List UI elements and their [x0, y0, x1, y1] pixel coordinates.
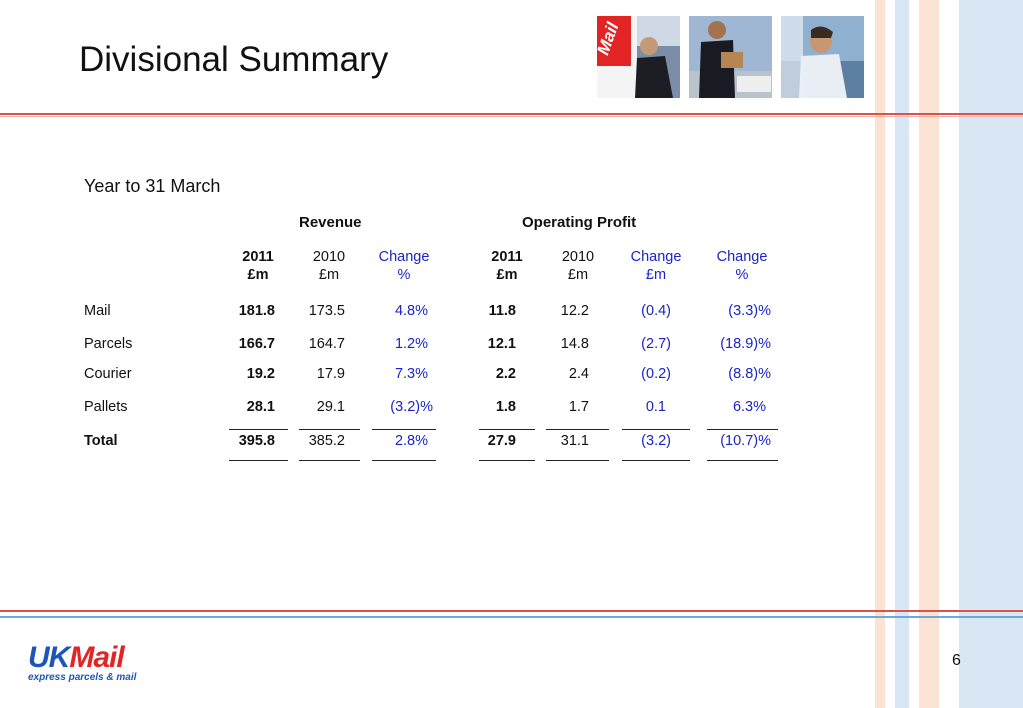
table-cell: (10.7)%: [720, 433, 771, 449]
column-header-line2: %: [397, 267, 411, 283]
column-header-line1: 2010: [312, 249, 346, 265]
total-rule-top: [546, 429, 609, 430]
column-header-line2: £m: [645, 267, 667, 283]
table-cell: (3.2)%: [390, 399, 433, 415]
column-header-line1: Change: [716, 249, 768, 265]
logo-wordmark: UKMail: [28, 643, 154, 673]
ukmail-logo: UKMail express parcels & mail: [28, 643, 154, 687]
table-cell: 7.3%: [394, 366, 428, 382]
table-cell: 1.7: [568, 399, 589, 415]
total-rule-bottom: [707, 460, 778, 461]
total-rule-top: [479, 429, 535, 430]
column-header-revenue-2011: 2011 £m: [228, 248, 288, 284]
table-cell: 19.2: [246, 366, 275, 382]
table-cell: (8.8)%: [728, 366, 771, 382]
total-rule-bottom: [622, 460, 690, 461]
row-label: Parcels: [84, 336, 133, 352]
table-cell: 11.8: [488, 303, 516, 319]
revenue-group-header: Revenue: [299, 214, 362, 231]
column-header-line2: £m: [496, 267, 518, 283]
total-rule-top: [707, 429, 778, 430]
table-cell: 14.8: [560, 336, 589, 352]
table-cell: (3.2): [641, 433, 671, 449]
header-divider: [0, 113, 1023, 115]
logo-tagline: express parcels & mail: [28, 672, 137, 683]
courier-photo: [689, 16, 772, 98]
row-label: Mail: [84, 303, 111, 319]
total-rule-top: [229, 429, 288, 430]
period-subtitle: Year to 31 March: [84, 176, 221, 196]
table-cell: 4.8%: [394, 303, 428, 319]
total-rule-bottom: [299, 460, 360, 461]
row-label: Pallets: [84, 399, 128, 415]
column-header-line1: Change: [630, 249, 682, 265]
column-header-line1: 2011: [491, 249, 523, 265]
header-divider-thin: [0, 116, 1023, 117]
column-header-profit-2010: 2010 £m: [546, 248, 610, 284]
column-header-profit-2011: 2011 £m: [478, 248, 536, 284]
office-worker-photo: [781, 16, 864, 98]
table-cell: 29.1: [316, 399, 345, 415]
column-header-line1: 2011: [242, 249, 274, 265]
table-cell: 17.9: [316, 366, 345, 382]
column-header-line2: £m: [247, 267, 269, 283]
table-cell: 12.2: [560, 303, 589, 319]
column-header-profit-change-gbp: Change £m: [621, 248, 691, 284]
column-header-line1: 2010: [561, 249, 595, 265]
table-cell: (0.2): [641, 366, 671, 382]
logo-mail: Mail: [69, 641, 124, 674]
total-rule-bottom: [479, 460, 535, 461]
table-cell: 1.2%: [394, 336, 428, 352]
table-cell: (18.9)%: [720, 336, 771, 352]
table-cell: 164.7: [308, 336, 345, 352]
total-rule-bottom: [229, 460, 288, 461]
table-cell: 2.4: [568, 366, 589, 382]
column-header-line2: £m: [318, 267, 340, 283]
table-cell: (3.3)%: [728, 303, 771, 319]
row-label: Courier: [84, 366, 132, 382]
operating-profit-group-header: Operating Profit: [522, 214, 637, 231]
total-rule-bottom: [546, 460, 609, 461]
total-rule-top: [299, 429, 360, 430]
column-header-profit-change-pct: Change %: [706, 248, 778, 284]
table-cell: 173.5: [308, 303, 345, 319]
column-header-revenue-2010: 2010 £m: [298, 248, 360, 284]
table-cell: (0.4): [641, 303, 671, 319]
page-title: Divisional Summary: [79, 40, 389, 79]
table-cell: 0.1: [645, 399, 666, 415]
table-cell: 1.8: [495, 399, 516, 415]
total-rule-top: [372, 429, 436, 430]
table-cell: 12.1: [487, 336, 516, 352]
footer-divider-blue: [0, 616, 1023, 618]
table-cell: (2.7): [641, 336, 671, 352]
decorative-stripes: [875, 0, 1023, 708]
column-header-line2: £m: [567, 267, 589, 283]
total-rule-bottom: [372, 460, 436, 461]
table-cell: 27.9: [487, 433, 516, 449]
table-cell: 6.3%: [732, 399, 766, 415]
logo-uk: UK: [28, 641, 70, 674]
table-cell: 2.8%: [394, 433, 428, 449]
table-cell: 385.2: [308, 433, 345, 449]
column-header-line1: Change: [378, 249, 430, 265]
column-header-revenue-change-pct: Change %: [371, 248, 437, 284]
table-cell: 31.1: [560, 433, 589, 449]
table-cell: 28.1: [246, 399, 275, 415]
row-label: Total: [84, 433, 118, 449]
table-cell: 166.7: [238, 336, 275, 352]
footer-divider-red: [0, 610, 1023, 612]
column-header-line2: %: [735, 267, 749, 283]
van-photo: Mail: [597, 16, 680, 98]
total-rule-top: [622, 429, 690, 430]
table-cell: 2.2: [495, 366, 516, 382]
table-cell: 181.8: [238, 303, 275, 319]
table-cell: 395.8: [238, 433, 275, 449]
page-number: 6: [952, 652, 961, 669]
